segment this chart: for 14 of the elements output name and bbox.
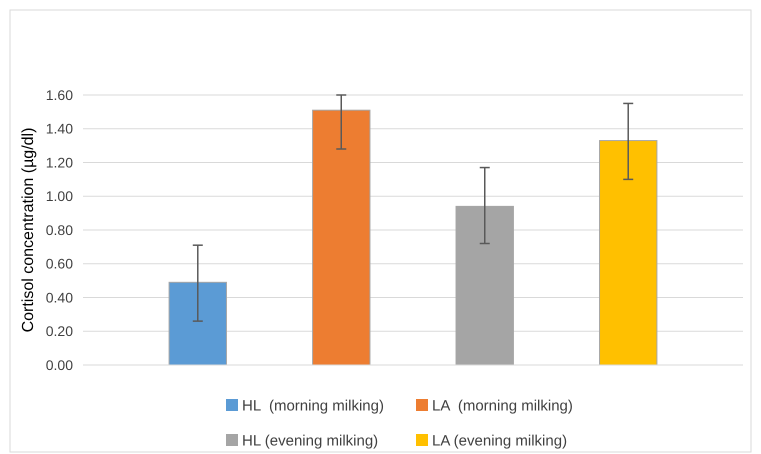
y-tick-label: 1.20: [46, 154, 74, 170]
y-tick-label: 0.80: [46, 222, 74, 238]
y-tick-label: 1.60: [46, 86, 74, 103]
legend-label: LA (morning milking): [432, 397, 573, 414]
legend-label: HL (evening milking): [242, 432, 378, 450]
legend-label: LA (evening milking): [432, 432, 568, 450]
legend-label: HL (morning milking): [242, 397, 384, 414]
y-tick-label: 0.20: [46, 323, 74, 340]
y-tick-label: 1.00: [46, 188, 74, 204]
y-tick-label: 0.60: [46, 256, 74, 272]
y-tick-label: 0.00: [46, 356, 74, 373]
y-axis-title: Cortisol concentration (µg/dl): [20, 128, 37, 332]
y-tick-label: 1.40: [46, 120, 74, 137]
y-tick-label: 0.40: [46, 289, 74, 306]
